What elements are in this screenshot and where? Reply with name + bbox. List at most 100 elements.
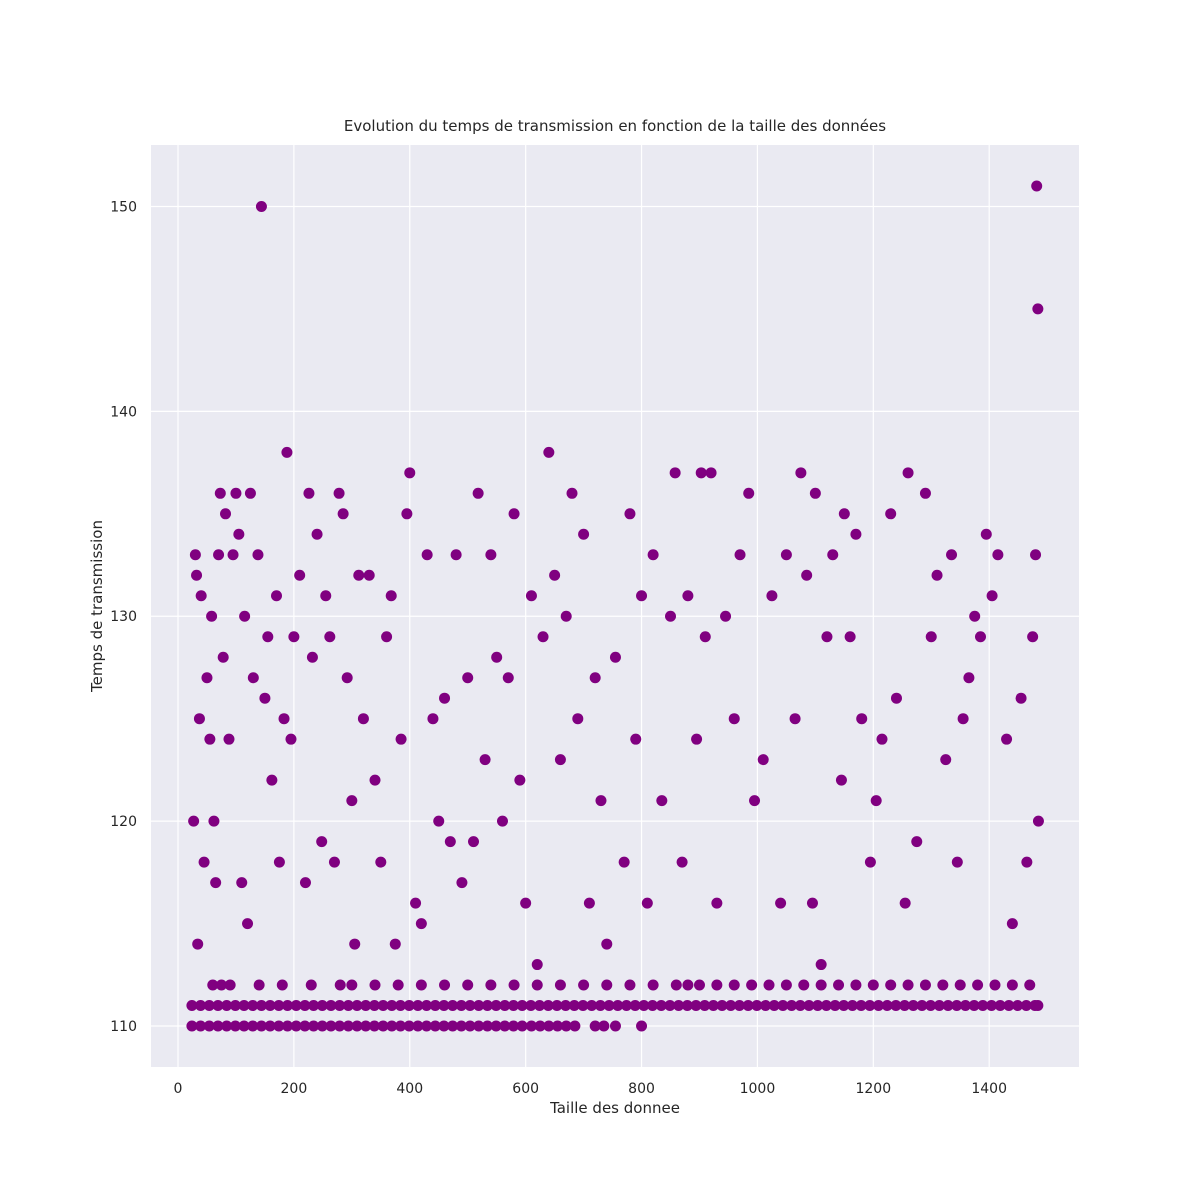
point [255, 1020, 267, 1032]
point [238, 1020, 250, 1032]
point [186, 1020, 198, 1032]
point [543, 1020, 555, 1032]
point [316, 1020, 328, 1032]
point [351, 1020, 363, 1032]
point [829, 1000, 841, 1012]
point [410, 897, 422, 909]
point [481, 1000, 493, 1012]
point [502, 672, 514, 684]
point [670, 979, 682, 991]
point [815, 959, 827, 971]
x-tick-label: 600 [512, 1081, 539, 1097]
point [242, 918, 254, 930]
point [464, 1020, 476, 1032]
point [624, 508, 636, 520]
point [472, 487, 484, 499]
point [977, 1000, 989, 1012]
x-tick-label: 200 [281, 1081, 308, 1097]
point [534, 1000, 546, 1012]
point [946, 549, 958, 561]
point [846, 1000, 858, 1012]
point [299, 1000, 311, 1012]
point [873, 1000, 885, 1012]
point [856, 713, 868, 725]
point [438, 1020, 450, 1032]
point [963, 672, 975, 684]
point [641, 897, 653, 909]
point [870, 795, 882, 807]
point [942, 1000, 954, 1012]
point [742, 1000, 754, 1012]
point [273, 856, 285, 868]
point [919, 979, 931, 991]
point [815, 979, 827, 991]
point [578, 528, 590, 540]
point [394, 1000, 406, 1012]
point [586, 1000, 598, 1012]
y-tick-label: 140 [110, 404, 137, 420]
point [925, 1000, 937, 1012]
point [711, 897, 723, 909]
point [262, 631, 274, 643]
point [1012, 1000, 1024, 1012]
point [294, 569, 306, 581]
point [855, 1000, 867, 1012]
point [693, 979, 705, 991]
point [462, 979, 474, 991]
point [695, 467, 707, 479]
point [217, 651, 229, 663]
point [213, 549, 225, 561]
point [455, 1020, 467, 1032]
point [395, 733, 407, 745]
point [775, 897, 787, 909]
point [876, 733, 888, 745]
point [429, 1000, 441, 1012]
point [827, 549, 839, 561]
point [253, 979, 265, 991]
point [264, 1020, 276, 1032]
point [290, 1000, 302, 1012]
point [377, 1020, 389, 1032]
point [986, 1000, 998, 1012]
point [490, 1020, 502, 1032]
point [577, 1000, 589, 1012]
point [629, 1000, 641, 1012]
point [777, 1000, 789, 1012]
point [566, 487, 578, 499]
point [456, 877, 468, 889]
point [578, 979, 590, 991]
point [899, 1000, 911, 1012]
point [980, 528, 992, 540]
point [864, 1000, 876, 1012]
point [609, 1020, 621, 1032]
point [885, 508, 897, 520]
point [937, 979, 949, 991]
point [193, 713, 205, 725]
point [789, 713, 801, 725]
point [743, 487, 755, 499]
point [368, 1000, 380, 1012]
point [543, 446, 555, 458]
point [473, 1020, 485, 1032]
point [864, 856, 876, 868]
x-tick-label: 400 [396, 1081, 423, 1097]
point [415, 979, 427, 991]
point [285, 733, 297, 745]
point [385, 590, 397, 602]
point [337, 508, 349, 520]
point [316, 1000, 328, 1012]
x-tick-label: 1200 [855, 1081, 891, 1097]
point [925, 631, 937, 643]
point [969, 610, 981, 622]
point [881, 1000, 893, 1012]
point [299, 877, 311, 889]
point [324, 631, 336, 643]
point [746, 979, 758, 991]
point [624, 979, 636, 991]
point [479, 754, 491, 766]
point [334, 1000, 346, 1012]
point [598, 1020, 610, 1032]
point [386, 1020, 398, 1032]
point [768, 1000, 780, 1012]
point [618, 856, 630, 868]
